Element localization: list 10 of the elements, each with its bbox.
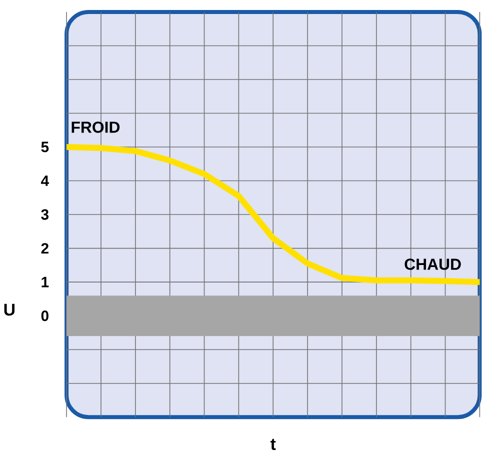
y-tick-label: 5 [41,142,49,152]
y-tick-label: 4 [40,176,49,186]
annotation: FROID [72,122,120,133]
x-axis-title: t [270,438,276,450]
y-tick-label: 3 [41,209,49,220]
annotation: CHAUD [404,258,461,270]
y-tick-label: 0 [41,310,48,322]
y-axis-title: U [4,304,14,316]
y-tick-label: 1 [42,276,49,288]
y-tick-label: 2 [41,243,48,254]
